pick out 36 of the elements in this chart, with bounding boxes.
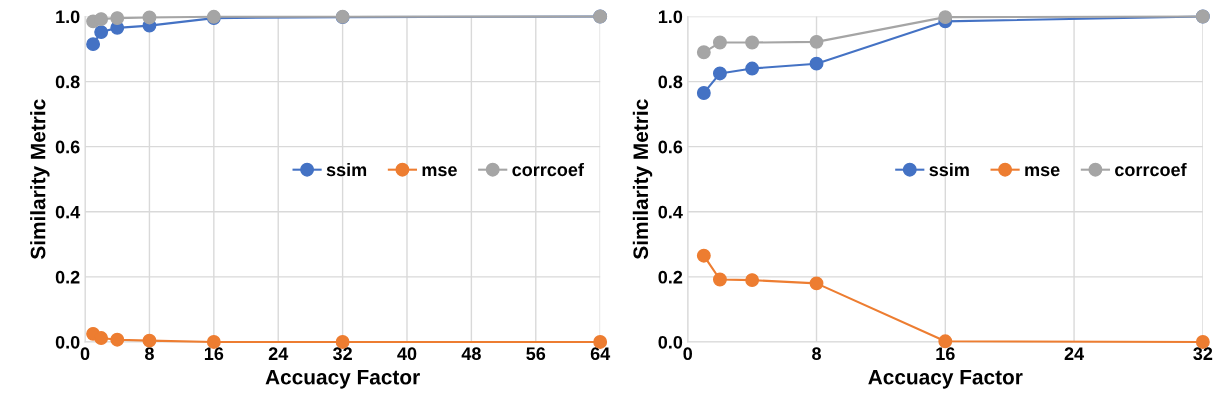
y-tick-label: 0.6	[55, 140, 80, 154]
y-axis-title: Similarity Metric	[30, 99, 50, 260]
legend-label: ssim	[929, 162, 969, 177]
x-tick-label: 64	[590, 347, 611, 361]
y-tick-label: 0.0	[55, 335, 80, 349]
y-tick-label: 0.6	[658, 140, 683, 154]
x-tick-label: 24	[1064, 347, 1085, 360]
legend-label: corrcoef	[512, 162, 584, 177]
y-tick-label: 0.0	[658, 335, 683, 349]
y-tick-label: 0.4	[658, 205, 683, 219]
x-tick-label: 32	[332, 347, 352, 361]
legend-label: ssim	[326, 162, 367, 177]
x-tick-label: 8	[812, 347, 821, 361]
x-tick-label: 32	[1193, 347, 1213, 361]
x-tick-label: 16	[936, 347, 955, 361]
x-tick-label: 16	[204, 347, 224, 361]
x-tick-label: 40	[397, 347, 417, 361]
y-tick-label: 0.2	[658, 270, 683, 284]
y-tick-label: 1.0	[658, 10, 683, 24]
x-tick-label: 0	[80, 347, 90, 361]
x-tick-label: 8	[144, 347, 154, 361]
y-tick-label: 1.0	[56, 10, 80, 24]
x-tick-label: 0	[683, 347, 693, 361]
y-tick-label: 0.4	[55, 205, 81, 219]
y-tick-label: 0.8	[658, 75, 683, 89]
x-axis-title: Accuacy Factor	[265, 369, 420, 389]
legend-label: corrcoef	[1115, 162, 1187, 177]
x-axis-title: Accuacy Factor	[868, 369, 1023, 389]
legend-label: mse	[422, 166, 457, 177]
y-axis-title: Similarity Metric	[632, 99, 653, 260]
legend-label: mse	[1025, 166, 1060, 177]
y-tick-label: 0.8	[55, 75, 80, 89]
y-tick-label: 0.2	[55, 270, 80, 284]
x-tick-label: 24	[268, 347, 289, 360]
x-tick-label: 48	[461, 347, 481, 361]
x-tick-label: 56	[526, 347, 546, 361]
